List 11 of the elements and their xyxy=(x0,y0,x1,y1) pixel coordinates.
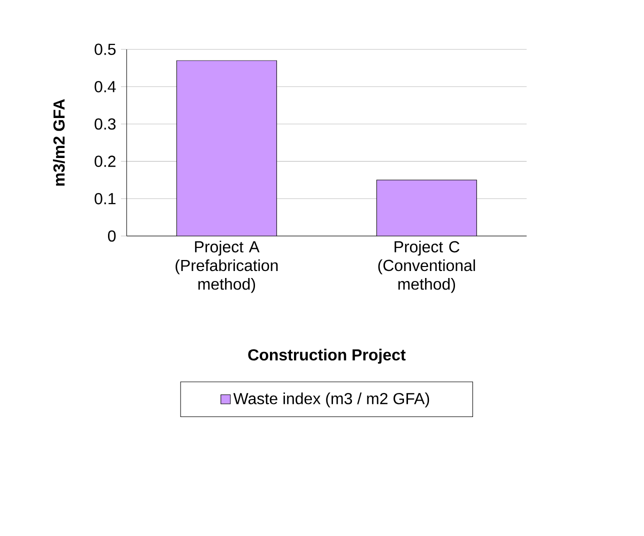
y-tick-label: 0.3 xyxy=(94,118,116,130)
x-tick-label: Project A (Prefabrication method) xyxy=(176,240,278,293)
y-tick-label: 0.5 xyxy=(94,44,116,55)
y-tick-label: 0 xyxy=(108,230,116,242)
legend-label: Waste index (m3 / m2 GFA) xyxy=(233,392,430,408)
y-tick-label: 0.1 xyxy=(94,193,116,204)
y-tick-label: 0.2 xyxy=(94,156,116,167)
y-axis-title: m3/m2 GFA xyxy=(52,99,65,186)
x-tick-label: Project C (Conventional method) xyxy=(378,240,475,293)
y-tick-label: 0.4 xyxy=(94,81,116,92)
x-axis-title: Construction Project xyxy=(248,348,406,364)
